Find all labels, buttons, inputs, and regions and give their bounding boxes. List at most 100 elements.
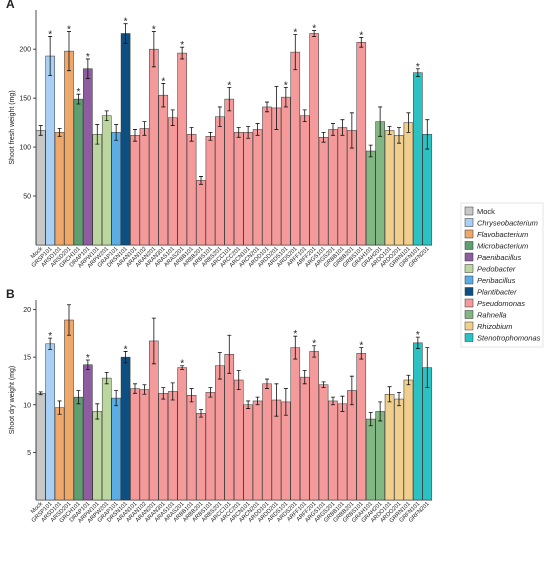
significance-mark: * [312, 339, 316, 350]
error-bar [199, 409, 203, 418]
error-bar [397, 127, 401, 144]
error-bar [255, 123, 260, 136]
error-bar [349, 112, 354, 149]
error-bar [123, 23, 128, 44]
bar [309, 351, 319, 501]
error-bar [114, 390, 119, 407]
legend-label: Chryseobacterium [477, 219, 538, 228]
legend-swatch [464, 218, 474, 227]
error-bar [151, 317, 156, 365]
legend-swatch [464, 264, 474, 273]
error-bar [180, 365, 185, 370]
bar [318, 137, 329, 246]
bar [196, 180, 206, 246]
bar [130, 135, 140, 246]
bar [394, 135, 404, 246]
error-bar [246, 400, 251, 409]
error-bar [406, 374, 411, 386]
error-bar [236, 127, 241, 138]
bar [375, 411, 385, 501]
bar [422, 134, 433, 246]
bar [224, 98, 235, 246]
error-bar [321, 131, 326, 143]
error-bar [378, 401, 383, 422]
significance-mark: * [76, 87, 80, 98]
significance-mark: * [124, 344, 128, 355]
bar [111, 132, 121, 246]
error-bar [265, 378, 269, 389]
bar [347, 390, 357, 501]
bar [233, 132, 244, 246]
error-bar [142, 121, 147, 136]
bar [262, 106, 272, 246]
error-bar [180, 46, 185, 60]
error-bar [123, 351, 128, 364]
error-bar [415, 336, 420, 349]
y-tick-label: 15 [23, 355, 31, 362]
bar [139, 389, 150, 501]
error-bar [302, 109, 307, 123]
significance-mark: * [152, 25, 156, 36]
error-bar [217, 351, 222, 380]
bar [101, 377, 112, 501]
error-bar [293, 34, 298, 71]
bar [205, 392, 216, 501]
significance-mark: * [293, 329, 297, 340]
bar [356, 353, 367, 501]
error-bar [208, 387, 213, 398]
error-bar [76, 93, 81, 105]
error-bar [133, 383, 137, 394]
bar [281, 401, 291, 501]
bar [120, 356, 131, 501]
bar [92, 411, 103, 501]
error-bar [368, 411, 373, 427]
bar [403, 379, 414, 501]
bar [64, 50, 74, 246]
error-bar [302, 370, 307, 385]
legend-swatch [464, 310, 474, 319]
error-bar [189, 127, 194, 142]
bar [413, 72, 423, 246]
bar [111, 397, 121, 501]
bar [35, 393, 46, 501]
bar [243, 404, 253, 501]
bar [290, 51, 301, 246]
error-bar [283, 86, 288, 108]
bar [45, 55, 55, 246]
error-bar [331, 396, 335, 406]
bar [299, 376, 310, 501]
bar [299, 115, 310, 246]
bar [318, 384, 329, 501]
error-bar [359, 347, 364, 360]
bar [186, 134, 197, 246]
legend-label: Pedobacter [477, 265, 516, 274]
y-tick-label: 10 [23, 402, 31, 409]
legend-swatch [464, 206, 474, 216]
significance-mark: * [293, 27, 297, 38]
bar [328, 400, 338, 501]
significance-mark: * [180, 40, 184, 51]
error-bar [95, 403, 100, 420]
legend-swatch [464, 333, 474, 342]
error-bar [425, 119, 430, 150]
panel-label: B [6, 287, 15, 301]
error-bar [142, 384, 147, 395]
significance-mark: * [86, 353, 90, 364]
significance-mark: * [180, 359, 184, 370]
error-bar [85, 359, 90, 370]
error-bar [95, 124, 100, 145]
y-axis-label: Shoot dry weight (mg) [9, 366, 16, 434]
bar [73, 396, 84, 501]
error-bar [76, 390, 81, 405]
error-bar [236, 370, 241, 390]
bar [309, 33, 319, 246]
legend-swatch [464, 275, 474, 285]
error-bar [397, 391, 401, 407]
error-bar [67, 31, 71, 72]
bar [413, 342, 423, 501]
error-bar [85, 58, 90, 79]
error-bar [38, 391, 43, 396]
bar [54, 132, 65, 246]
bar [252, 400, 263, 501]
bar [54, 407, 65, 501]
